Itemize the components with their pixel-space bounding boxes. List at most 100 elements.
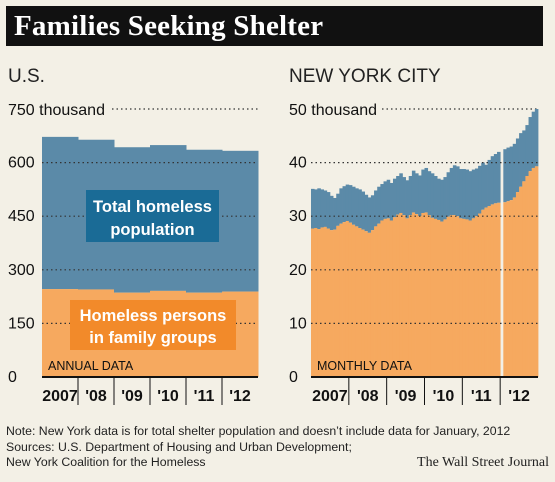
month-bar-family bbox=[383, 218, 388, 377]
month-bar-total bbox=[386, 179, 391, 219]
footnote-note: Note: New York data is for total shelter… bbox=[6, 424, 511, 438]
month-bar-total bbox=[440, 179, 444, 222]
month-bar-family bbox=[456, 216, 460, 377]
month-bar-family bbox=[459, 218, 463, 377]
footnote-sources-2: New York Coalition for the Homeless bbox=[6, 455, 206, 469]
month-bar-family bbox=[427, 215, 432, 377]
x-tick-label: '11 bbox=[471, 388, 492, 405]
month-bar-family bbox=[399, 212, 403, 377]
x-tick-label: '12 bbox=[508, 388, 530, 405]
month-bar-family bbox=[519, 186, 523, 377]
month-bar-total bbox=[456, 166, 460, 217]
month-bar-total bbox=[411, 170, 416, 213]
month-bar-total bbox=[446, 172, 451, 217]
month-bar-family bbox=[329, 230, 334, 377]
y-tick-label: 0 bbox=[8, 369, 17, 386]
month-bar-total bbox=[468, 171, 473, 221]
month-bar-family bbox=[355, 226, 359, 377]
month-bar-family bbox=[474, 216, 479, 377]
x-tick-label: '09 bbox=[395, 388, 417, 405]
month-bar-family bbox=[389, 220, 394, 377]
month-bar-family bbox=[471, 218, 476, 377]
panel-subtitle: U.S. bbox=[8, 66, 45, 87]
x-tick-label: '11 bbox=[194, 388, 215, 405]
month-bar-family bbox=[522, 181, 526, 377]
y-tick-label: 30 bbox=[289, 208, 307, 225]
month-bar-family bbox=[336, 225, 340, 377]
month-bar-total bbox=[377, 186, 381, 224]
month-bar-total bbox=[418, 175, 422, 217]
month-bar-family bbox=[361, 229, 365, 377]
month-bar-family bbox=[323, 226, 328, 377]
month-bar-total bbox=[465, 169, 470, 220]
month-bar-total bbox=[326, 192, 331, 229]
annotation-label: ANNUAL DATA bbox=[48, 359, 134, 373]
x-tick-label: '09 bbox=[121, 388, 143, 405]
y-tick-label: 20 bbox=[289, 262, 307, 279]
month-bar-family bbox=[415, 214, 419, 377]
month-bar-family bbox=[490, 204, 495, 377]
label-family-line2: in family groups bbox=[89, 329, 216, 347]
footnote-block: Note: New York data is for total shelter… bbox=[6, 424, 551, 471]
month-bar-family bbox=[374, 226, 378, 377]
y-tick-label: 40 bbox=[289, 155, 307, 172]
month-bar-total bbox=[497, 151, 501, 203]
month-bar-family bbox=[314, 227, 318, 377]
month-bar-family bbox=[534, 166, 539, 377]
month-bar-family bbox=[402, 215, 406, 377]
month-bar-total bbox=[481, 162, 485, 210]
x-tick-label: '08 bbox=[357, 388, 379, 405]
month-bar-family bbox=[320, 227, 325, 377]
month-bar-family bbox=[525, 176, 529, 377]
month-bar-family bbox=[497, 202, 501, 377]
y-tick-label: 300 bbox=[8, 262, 35, 279]
month-bar-total bbox=[383, 181, 388, 219]
x-tick-label: '10 bbox=[157, 388, 179, 405]
month-bar-total bbox=[374, 190, 378, 227]
month-bar-family bbox=[506, 201, 511, 377]
x-tick-label: '08 bbox=[85, 388, 107, 405]
month-bar-total bbox=[437, 178, 441, 220]
month-bar-total bbox=[320, 189, 325, 228]
month-bar-total bbox=[506, 147, 511, 202]
month-bar-family bbox=[437, 219, 441, 377]
month-bar-family bbox=[424, 212, 429, 377]
month-bar-total bbox=[396, 176, 400, 215]
month-bar-total bbox=[399, 173, 403, 213]
month-bar-family bbox=[405, 218, 410, 377]
month-bar-total bbox=[519, 133, 523, 187]
month-bar-total bbox=[430, 173, 435, 218]
month-bar-family bbox=[367, 232, 372, 377]
month-bar-total bbox=[493, 154, 498, 204]
month-bar-family bbox=[528, 171, 533, 377]
month-bar-family bbox=[396, 214, 400, 377]
bar-total-2007 bbox=[42, 136, 79, 290]
month-bar-total bbox=[336, 193, 340, 226]
month-bar-total bbox=[329, 195, 334, 231]
month-bar-total bbox=[402, 177, 406, 216]
x-tick-label: 2007 bbox=[42, 388, 78, 405]
month-bar-family bbox=[509, 200, 514, 377]
month-bar-total bbox=[339, 188, 343, 224]
month-bar-total bbox=[509, 146, 514, 201]
month-bar-family bbox=[317, 229, 321, 377]
y-tick-label: 0 bbox=[289, 369, 298, 386]
month-bar-total bbox=[427, 171, 432, 216]
month-bar-family bbox=[493, 203, 498, 377]
month-bar-family bbox=[351, 224, 356, 377]
month-bar-family bbox=[411, 212, 416, 377]
month-bar-total bbox=[433, 176, 438, 219]
month-bar-family bbox=[433, 218, 438, 377]
credit-wsj: The Wall Street Journal bbox=[417, 455, 549, 470]
month-bar-total bbox=[424, 167, 429, 213]
month-bar-total bbox=[459, 169, 463, 219]
month-bar-total bbox=[345, 184, 350, 222]
month-bar-total bbox=[361, 191, 365, 230]
month-bar-total bbox=[484, 164, 488, 208]
month-bar-total bbox=[323, 190, 328, 227]
month-bar-total bbox=[528, 117, 533, 172]
month-bar-total bbox=[364, 194, 369, 232]
month-bar-family bbox=[512, 197, 517, 377]
month-bar-family bbox=[364, 231, 369, 377]
